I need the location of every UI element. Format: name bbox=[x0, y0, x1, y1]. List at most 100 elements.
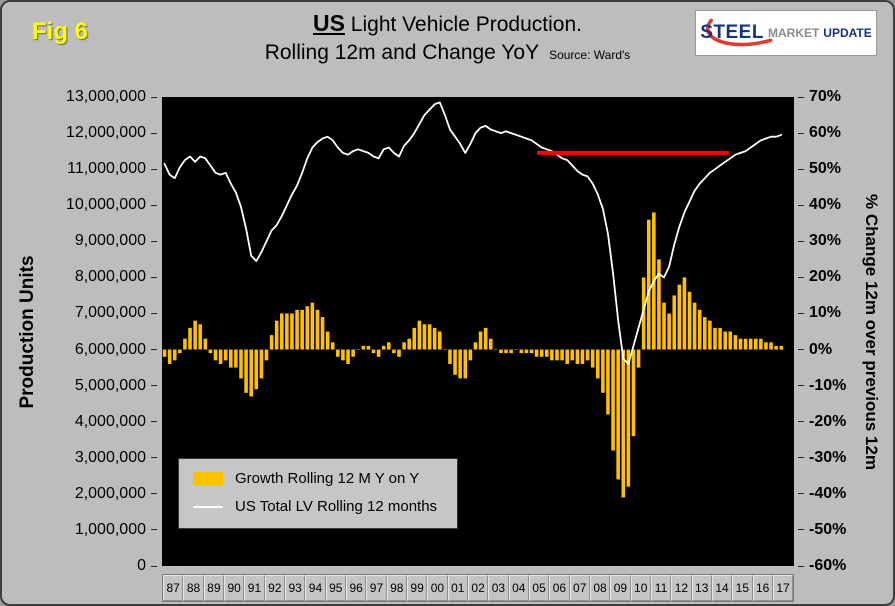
left-axis-tick bbox=[151, 132, 157, 134]
right-axis-tick-label: 50% bbox=[809, 160, 842, 178]
right-axis-tick-label: -10% bbox=[809, 376, 847, 394]
right-axis-tick bbox=[798, 349, 804, 351]
left-axis-tick bbox=[151, 96, 157, 98]
left-axis-tick bbox=[151, 168, 157, 170]
left-axis-tick-label: 9,000,000 bbox=[74, 232, 146, 250]
chart-title: US Light Vehicle Production. Rolling 12m… bbox=[265, 10, 631, 65]
x-axis-label: 98 bbox=[386, 575, 407, 601]
x-axis-label: 14 bbox=[711, 575, 733, 601]
right-axis-tick-label: -60% bbox=[809, 557, 847, 574]
x-axis-label: 95 bbox=[325, 575, 346, 601]
right-axis-tick bbox=[798, 457, 804, 459]
x-axis-label: 07 bbox=[569, 575, 590, 601]
x-axis-label: 03 bbox=[488, 575, 509, 601]
right-axis-tick-label: 70% bbox=[809, 88, 842, 105]
left-axis-tick bbox=[151, 529, 157, 531]
right-axis-tick bbox=[798, 565, 804, 567]
right-axis-tick-label: 60% bbox=[809, 124, 842, 142]
figure-number: Fig 6 bbox=[32, 18, 89, 45]
x-axis-label: 16 bbox=[752, 575, 773, 601]
x-axis-label: 96 bbox=[345, 575, 367, 601]
legend-label: US Total LV Rolling 12 months bbox=[235, 498, 438, 515]
right-axis-tick bbox=[798, 168, 804, 170]
legend-swatch-bar bbox=[193, 472, 223, 485]
x-axis-label: 11 bbox=[650, 575, 672, 601]
legend-item: Growth Rolling 12 M Y on Y bbox=[193, 470, 437, 487]
right-axis-tick bbox=[798, 421, 804, 423]
logo-word-steel: STEEL bbox=[700, 22, 764, 43]
x-axis-label: 04 bbox=[508, 575, 529, 601]
right-axis-tick bbox=[798, 529, 804, 531]
x-axis-label: 02 bbox=[467, 575, 489, 601]
left-axis-tick bbox=[151, 565, 157, 567]
right-axis-tick bbox=[798, 204, 804, 206]
left-axis-tick-label: 0 bbox=[137, 557, 146, 574]
title-line1: US Light Vehicle Production. bbox=[265, 10, 631, 37]
production-line bbox=[163, 101, 783, 365]
steel-market-update-logo: STEEL MARKET UPDATE bbox=[695, 10, 877, 56]
right-axis-tick bbox=[798, 312, 804, 314]
right-axis-tick-label: 20% bbox=[809, 268, 842, 286]
x-axis-label: 10 bbox=[630, 575, 651, 601]
legend: Growth Rolling 12 M Y on Y US Total LV Ro… bbox=[178, 458, 459, 529]
x-axis-label: 89 bbox=[203, 575, 224, 601]
subtitle-text: Rolling 12m and Change YoY bbox=[264, 41, 540, 64]
left-axis-tick bbox=[151, 421, 157, 423]
right-axis-tick bbox=[798, 240, 804, 242]
x-axis-label: 99 bbox=[406, 575, 428, 601]
left-axis-tick-label: 11,000,000 bbox=[67, 160, 146, 178]
x-axis-label: 08 bbox=[589, 575, 611, 601]
x-axis-label: 91 bbox=[244, 575, 265, 601]
right-axis-tick bbox=[798, 276, 804, 278]
left-axis-tick bbox=[151, 312, 157, 314]
right-axis-tick bbox=[798, 96, 804, 98]
right-axis-tick-label: -30% bbox=[809, 448, 847, 466]
left-axis-tick-label: 13,000,000 bbox=[65, 88, 146, 105]
x-axis-label: 01 bbox=[447, 575, 468, 601]
right-axis-tick-label: -40% bbox=[809, 484, 847, 502]
logo-word-market: MARKET bbox=[767, 26, 820, 40]
x-axis-labels: 87 88 89 90 91 92 93 94 95 96 97 98 99 00 01 02 03 04 05 06… bbox=[162, 574, 794, 602]
x-axis-label: 92 bbox=[264, 575, 285, 601]
left-axis-tick-label: 7,000,000 bbox=[74, 304, 146, 322]
title-line2: Rolling 12m and Change YoY Source: Ward's bbox=[265, 41, 631, 65]
left-axis-tick-label: 1,000,000 bbox=[74, 520, 146, 538]
left-axis-tick bbox=[151, 493, 157, 495]
right-axis-tick-label: -50% bbox=[809, 520, 847, 538]
left-axis-tick bbox=[151, 204, 157, 206]
x-axis-label: 00 bbox=[427, 575, 448, 601]
x-axis-label: 90 bbox=[223, 575, 245, 601]
left-axis-tick-label: 3,000,000 bbox=[74, 448, 146, 466]
left-axis-tick bbox=[151, 349, 157, 351]
legend-item: US Total LV Rolling 12 months bbox=[193, 498, 437, 515]
x-axis-label: 13 bbox=[691, 575, 712, 601]
right-axis-tick-label: -20% bbox=[809, 412, 847, 430]
x-axis-label: 05 bbox=[528, 575, 550, 601]
left-axis-tick-label: 8,000,000 bbox=[74, 268, 146, 286]
legend-swatch-line bbox=[193, 505, 223, 508]
right-axis-tick-label: 30% bbox=[809, 232, 842, 250]
x-axis-label: 87 bbox=[163, 575, 184, 601]
right-axis-tick bbox=[798, 385, 804, 387]
left-axis-tick bbox=[151, 385, 157, 387]
x-axis-label: 09 bbox=[610, 575, 631, 601]
logo-word-update: UPDATE bbox=[823, 26, 872, 40]
left-axis-tick bbox=[151, 457, 157, 459]
growth-bars bbox=[162, 212, 784, 498]
x-axis-label: 88 bbox=[183, 575, 204, 601]
x-axis-label: 93 bbox=[284, 575, 306, 601]
left-axis-ticks: 13,000,000 12,000,000 11,000,000 10,000,000… bbox=[2, 88, 157, 574]
legend-label: Growth Rolling 12 M Y on Y bbox=[235, 470, 420, 487]
left-axis-tick-label: 2,000,000 bbox=[74, 484, 146, 502]
right-axis-title: % Change 12m over previous 12m bbox=[862, 194, 881, 470]
right-axis-tick-label: 0% bbox=[809, 340, 833, 358]
x-axis-label: 06 bbox=[549, 575, 570, 601]
right-axis-tick-label: 10% bbox=[809, 304, 842, 322]
left-axis-tick-label: 12,000,000 bbox=[65, 124, 146, 142]
left-axis-tick-label: 4,000,000 bbox=[74, 412, 146, 430]
x-axis-label: 17 bbox=[772, 575, 794, 601]
right-axis-tick bbox=[798, 493, 804, 495]
x-axis-label: 12 bbox=[671, 575, 692, 601]
right-axis-ticks: 70% 60% 50% 40% 30% 20% 10% 0% -10% -20% -30% -40% -… bbox=[798, 88, 858, 574]
